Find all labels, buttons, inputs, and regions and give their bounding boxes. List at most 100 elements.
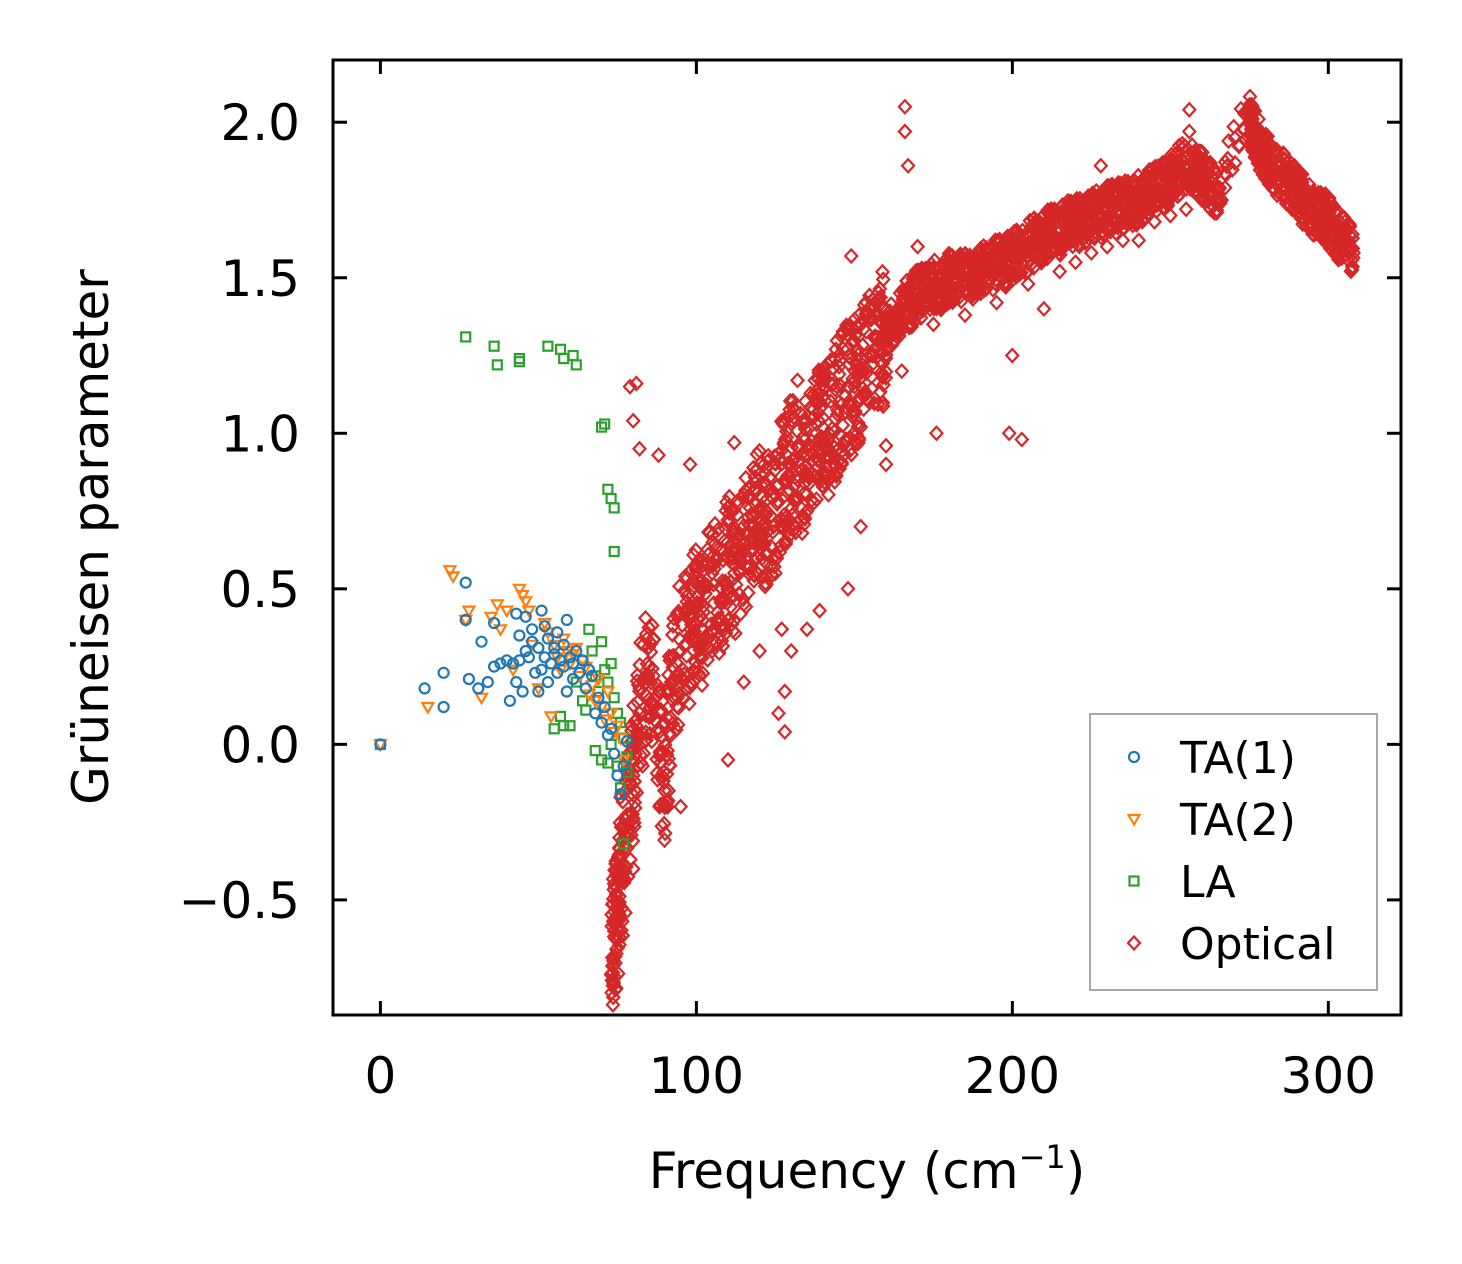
data-point [1316,227,1332,244]
data-point [803,492,819,509]
data-point [1345,249,1361,267]
data-point [1264,137,1280,154]
data-point [799,621,815,638]
data-point [783,642,799,660]
data-point [865,341,881,359]
data-point [626,810,641,827]
data-point [549,652,565,665]
data-point [853,418,869,436]
data-point [796,516,812,533]
data-point [1245,100,1261,117]
data-point [660,742,676,759]
data-point [853,518,869,535]
data-point [620,735,634,748]
data-point [475,635,488,648]
data-point [875,394,891,411]
data-point [617,904,633,921]
data-point [525,623,539,636]
data-point [797,510,813,528]
data-point [1330,203,1346,220]
data-point [595,716,608,729]
data-point [957,245,973,262]
data-point [592,691,605,704]
data-point [506,657,520,670]
data-point [420,701,436,715]
data-point [511,583,527,597]
data-point [695,598,711,615]
data-point [1194,144,1210,161]
data-point [1039,246,1055,263]
y-tick-label: −0.5 [179,872,300,930]
data-point [1258,126,1274,143]
data-point [1201,178,1216,195]
data-point [661,782,677,799]
data-point [770,493,786,510]
data-point [1131,232,1147,249]
series-optical [603,88,1362,1013]
data-point [816,360,831,377]
data-point [1047,216,1063,233]
data-point [740,584,756,601]
data-point [781,528,797,545]
data-point [1070,236,1086,253]
data-point [616,874,632,891]
data-point [1170,187,1186,205]
data-point [614,782,627,794]
data-point [651,446,666,464]
data-point [838,431,854,448]
data-point [720,751,736,769]
data-point [657,736,673,753]
data-point [790,372,805,389]
data-point [546,639,562,653]
data-point [875,263,890,281]
data-point [644,617,660,634]
data-point [813,398,829,416]
data-point [1217,179,1233,196]
data-point [584,680,600,693]
data-point [563,651,577,664]
data-point [847,311,863,328]
data-point [461,605,477,619]
data-point [608,980,624,997]
data-point [677,582,693,599]
data-point [717,532,732,550]
data-point [778,509,794,527]
data-point [763,480,779,498]
y-tick-label: 1.5 [220,250,300,308]
data-point [990,250,1006,267]
legend-entry-ta1: TA(1) [1127,733,1296,784]
data-point [858,293,874,311]
data-point [560,685,573,698]
data-point [566,672,580,686]
data-point [530,683,546,697]
data-point [1044,203,1060,221]
data-point [600,686,616,700]
data-point [672,666,688,683]
data-point [1253,146,1269,163]
data-point [1342,243,1358,260]
data-point [747,552,763,569]
data-point [874,364,889,381]
data-point [1052,263,1068,280]
x-tick-label: 0 [364,1047,396,1105]
data-point [445,571,461,585]
data-point [773,537,789,554]
data-point [601,728,615,742]
data-point [542,340,554,352]
data-point [595,754,608,766]
data-point [630,693,646,711]
data-point [1162,207,1178,224]
data-point [681,585,697,602]
data-point [632,440,647,457]
data-point [746,567,762,584]
data-point [491,359,503,371]
data-point [661,648,677,665]
data-points-layer [372,88,1362,1013]
data-point [1212,179,1228,197]
legend-label-ta2: TA(2) [1179,795,1296,846]
data-point [700,651,716,668]
data-point [589,707,602,720]
data-point [605,657,617,670]
data-point [777,723,793,741]
data-point [610,965,626,982]
